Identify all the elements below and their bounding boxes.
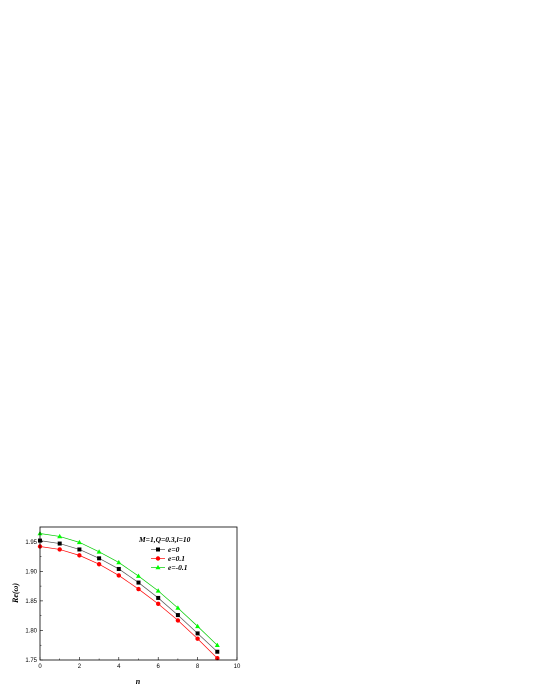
legend-entry: e=0 (151, 545, 180, 554)
legend-label: e=-0.1 (168, 563, 187, 572)
x-tick-label: 6 (157, 664, 161, 670)
plot-frame (39, 526, 238, 661)
x-axis-title: n (136, 677, 141, 686)
data-point (77, 547, 82, 552)
data-point (156, 601, 161, 607)
data-point (195, 623, 201, 629)
legend-label: e=0 (168, 545, 180, 554)
y-tick-label: 1.75 (25, 658, 37, 664)
data-point (215, 656, 220, 661)
data-point (96, 562, 102, 567)
data-point (77, 553, 82, 558)
data-point (195, 631, 200, 636)
x-tick-label: 4 (117, 664, 121, 670)
y-tick-label: 1.80 (25, 628, 37, 634)
data-point (116, 573, 122, 578)
series-1 (37, 544, 220, 661)
legend-title: M=1,Q=0.3,l=10 (138, 535, 191, 544)
series-line (39, 540, 218, 652)
legend-entry: e=0.1 (151, 554, 185, 563)
data-point (96, 549, 102, 554)
data-point (57, 533, 63, 539)
legend-label: e=0.1 (168, 554, 185, 563)
data-point (215, 649, 220, 654)
legend-marker (155, 564, 161, 570)
data-point (57, 541, 62, 546)
series-2 (37, 530, 220, 648)
series-0 (38, 538, 220, 654)
data-point (175, 613, 180, 618)
data-point (116, 566, 121, 571)
data-point (116, 559, 122, 565)
data-point (136, 580, 141, 585)
legend-entry: e=-0.1 (151, 563, 187, 572)
x-tick-label: 8 (196, 664, 200, 670)
y-tick-label: 1.95 (25, 540, 37, 546)
x-tick-label: 0 (38, 664, 42, 670)
legend-marker (155, 556, 161, 561)
data-point (175, 618, 181, 623)
data-point (155, 588, 161, 593)
legend: M=1,Q=0.3,l=10 e=0e=0.1e=-0.1 (138, 535, 191, 572)
y-tick-label: 1.90 (25, 569, 37, 575)
x-tick-label: 2 (78, 664, 82, 670)
data-point (76, 539, 82, 545)
series-line (39, 546, 218, 659)
data-point (57, 547, 62, 552)
series-line (39, 533, 218, 646)
y-axis-title: Re(ω) (11, 583, 20, 604)
data-point (214, 642, 220, 648)
data-point (136, 573, 141, 578)
data-point (195, 636, 200, 641)
data-point (156, 595, 161, 600)
x-tick-label: 10 (234, 664, 241, 670)
data-point (97, 556, 102, 561)
data-point (136, 586, 141, 592)
y-tick-label: 1.85 (25, 599, 37, 605)
legend-marker (156, 547, 160, 552)
data-point (175, 605, 181, 610)
